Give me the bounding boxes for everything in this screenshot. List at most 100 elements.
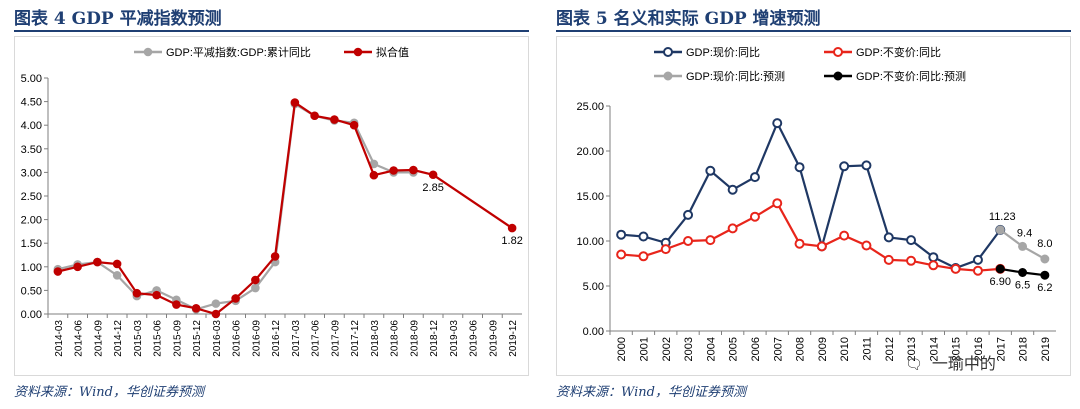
title-rule	[556, 30, 1071, 32]
gdp-deflator-chart-box: 0.00 0.50 1.00 1.50 2.00 2.50 3.00 3.50 4.00 4.50…	[14, 36, 529, 376]
data-point	[211, 309, 221, 319]
data-point	[53, 267, 63, 276]
data-point	[251, 283, 260, 293]
data-point	[839, 161, 850, 172]
data-point	[749, 211, 760, 222]
data-point	[191, 304, 201, 313]
figure-4-source: 资料来源：Wind，华创证券预测	[14, 385, 204, 400]
gdp-growth-chart: 0.00 5.00 10.00 15.00 20.00 25.00 2000 2001 2002…	[556, 36, 1071, 376]
y-tick-label: 2.00	[21, 215, 42, 227]
y-tick-label: 3.00	[21, 167, 42, 179]
data-point	[794, 162, 805, 173]
x-tick-label: 2002	[661, 337, 673, 361]
data-point	[995, 225, 1005, 235]
x-tick-label: 2018-03	[370, 320, 381, 357]
data-point	[861, 240, 872, 251]
data-point	[1040, 254, 1050, 264]
data-point	[507, 223, 517, 233]
x-tick-label: 2003	[683, 337, 695, 361]
y-tick-label: 20.00	[576, 146, 604, 158]
data-point	[290, 98, 300, 107]
watermark: 🗨 一瑜中的	[905, 350, 996, 374]
data-point	[1018, 268, 1028, 277]
data-point	[972, 265, 983, 276]
y-tick-label: 0.00	[583, 326, 604, 338]
legend-swatch-marker	[353, 47, 363, 57]
chart-frame	[556, 36, 1071, 376]
y-tick-label: 25.00	[576, 101, 604, 113]
data-point	[1018, 241, 1028, 251]
data-point	[616, 249, 627, 260]
y-tick-label: 0.00	[21, 309, 42, 321]
legend-swatch-marker	[833, 71, 843, 81]
y-tick-label: 4.50	[21, 97, 42, 109]
data-label: 6.5	[1015, 280, 1030, 292]
x-tick-label: 2018	[1018, 337, 1030, 361]
x-tick-label: 2019	[1040, 337, 1052, 361]
data-point	[172, 300, 181, 309]
figure-4-title: 图表 4 GDP 平减指数预测	[14, 9, 222, 29]
data-point	[883, 254, 894, 265]
legend-label: GDP:现价:同比:预测	[686, 70, 785, 83]
legend-swatch-marker	[663, 47, 673, 57]
x-tick-label: 2014-03	[54, 320, 65, 357]
x-tick-label: 2015-03	[133, 320, 144, 357]
data-point	[950, 263, 961, 274]
data-point	[389, 166, 398, 175]
x-tick-label: 2016-06	[232, 320, 243, 357]
figure-4-panel: 图表 4 GDP 平减指数预测 0.00 0.50 1.00 1.50 2.00 2.50…	[14, 0, 529, 409]
data-point	[73, 262, 82, 272]
data-point	[928, 252, 939, 263]
x-tick-label: 2017	[995, 337, 1007, 361]
x-tick-label: 2014-12	[113, 320, 124, 357]
data-point	[231, 294, 240, 303]
x-tick-label: 2015-09	[172, 320, 183, 357]
legend-swatch-marker	[663, 71, 673, 81]
data-point	[251, 275, 260, 285]
data-point	[727, 223, 738, 234]
x-tick-label: 2016-09	[251, 320, 262, 357]
legend-label: GDP:不变价:同比:预测	[856, 69, 966, 83]
x-tick-label: 2017-09	[330, 320, 341, 357]
legend-label: GDP:不变价:同比	[856, 45, 941, 59]
data-label: 8.0	[1037, 238, 1052, 250]
data-point	[928, 260, 939, 271]
data-point	[132, 288, 142, 298]
legend-swatch-marker	[143, 47, 153, 57]
data-point	[683, 209, 694, 220]
data-point	[972, 254, 983, 265]
data-point	[772, 118, 783, 129]
y-tick-label: 10.00	[576, 236, 604, 248]
y-tick-label: 5.00	[21, 73, 42, 85]
x-tick-label: 2017-12	[350, 320, 361, 357]
data-label: 6.90	[990, 276, 1011, 288]
data-point	[772, 198, 783, 209]
data-label: 11.23	[989, 211, 1016, 223]
x-tick-label: 2017-03	[291, 320, 302, 357]
x-tick-label: 2015-06	[153, 320, 164, 357]
data-point	[794, 238, 805, 249]
figure-5-panel: 图表 5 名义和实际 GDP 增速预测 0.00 5.00 10.00 15.00 20…	[556, 0, 1071, 409]
data-point	[428, 170, 438, 180]
x-tick-label: 2014-09	[93, 320, 104, 357]
gdp-deflator-chart: 0.00 0.50 1.00 1.50 2.00 2.50 3.00 3.50 4.00 4.50…	[14, 36, 529, 376]
y-tick-label: 5.00	[583, 281, 604, 293]
data-point	[638, 231, 649, 242]
x-tick-label: 2010	[839, 337, 851, 361]
title-rule	[14, 30, 529, 32]
x-tick-label: 2016	[973, 337, 985, 361]
x-tick-label: 2016-03	[212, 320, 223, 357]
data-point	[409, 165, 418, 175]
data-label: 2.85	[422, 182, 443, 194]
data-point	[683, 236, 694, 246]
x-tick-label: 2018-09	[409, 320, 420, 357]
x-tick-label: 2000	[616, 337, 628, 361]
x-tick-label: 2015-12	[192, 320, 203, 357]
x-tick-label: 2013	[906, 337, 918, 361]
figure-5-title: 图表 5 名义和实际 GDP 增速预测	[556, 9, 821, 29]
x-tick-label: 2019-09	[488, 320, 499, 357]
figure-5-source: 资料来源：Wind，华创证券预测	[556, 385, 746, 400]
data-point	[112, 259, 122, 269]
data-point	[660, 244, 671, 255]
chat-bubble-icon: 🗨	[905, 357, 923, 373]
